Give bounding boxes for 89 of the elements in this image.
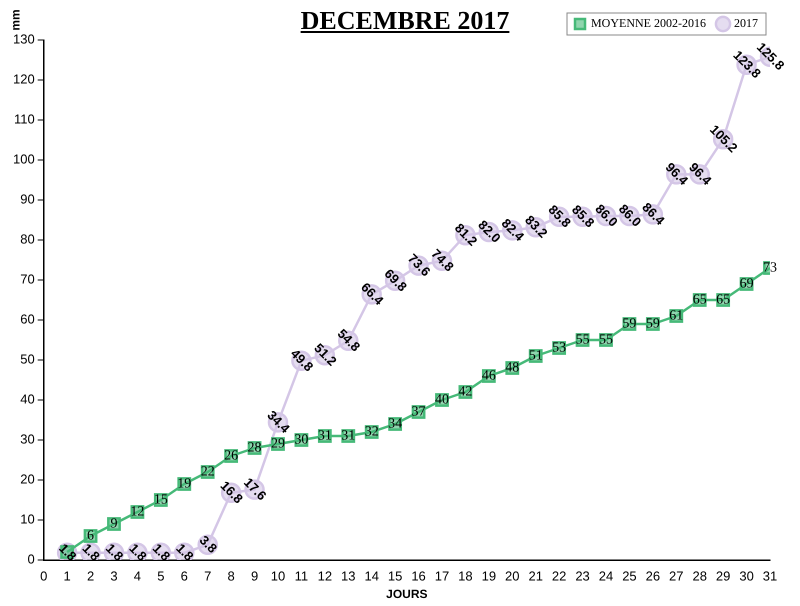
- y-axis-title: mm: [8, 9, 22, 31]
- x-tick-label: 2: [86, 568, 94, 584]
- data-label: 40: [434, 392, 449, 408]
- x-tick-label: 8: [228, 568, 235, 584]
- data-label: 53: [552, 340, 566, 356]
- data-label: 48: [505, 360, 520, 376]
- data-label: 59: [646, 316, 660, 332]
- x-tick-label: 16: [411, 568, 426, 584]
- x-tick-label: 0: [40, 568, 48, 584]
- y-tick-label: 120: [12, 72, 35, 87]
- data-label: 1.8: [126, 540, 150, 564]
- x-tick-label: 25: [622, 568, 637, 584]
- data-label: 19: [177, 476, 192, 492]
- data-label: 9: [110, 516, 118, 532]
- data-label: 29: [270, 436, 285, 452]
- y-tick-label: 60: [20, 312, 35, 327]
- data-label: 15: [154, 492, 168, 508]
- data-label: 31: [318, 428, 332, 444]
- x-tick-label: 11: [294, 568, 308, 584]
- data-label: 65: [716, 292, 730, 308]
- data-label: 1.8: [150, 540, 174, 564]
- data-label: 1.8: [102, 540, 126, 564]
- data-label: 3.8: [196, 532, 220, 556]
- x-tick-label: 3: [110, 568, 118, 584]
- x-tick-label: 24: [598, 568, 614, 584]
- chart-title: DECEMBRE 2017: [300, 6, 510, 36]
- legend-label: MOYENNE 2002-2016: [591, 16, 706, 30]
- x-tick-label: 22: [552, 568, 566, 584]
- x-tick-label: 19: [482, 568, 496, 584]
- y-tick-label: 130: [12, 32, 35, 47]
- data-label: 1.8: [80, 540, 103, 564]
- x-tick-label: 15: [388, 568, 402, 584]
- x-tick-label: 27: [669, 568, 684, 584]
- x-tick-label: 14: [364, 568, 379, 584]
- data-label: 22: [200, 464, 215, 480]
- y-tick-label: 10: [20, 512, 35, 527]
- data-label: 37: [412, 404, 426, 420]
- y-tick-label: 50: [20, 352, 35, 367]
- x-tick-label: 5: [157, 568, 164, 584]
- y-tick-label: 80: [20, 232, 35, 247]
- x-tick-label: 21: [528, 568, 543, 584]
- y-tick-label: 40: [20, 392, 35, 407]
- data-label: 30: [294, 432, 308, 448]
- y-tick-label: 20: [20, 472, 35, 487]
- data-label: 51: [528, 348, 543, 364]
- legend-label: 2017: [734, 16, 758, 30]
- x-tick-label: 20: [505, 568, 520, 584]
- data-label: 12: [130, 504, 144, 520]
- x-tick-label: 30: [739, 568, 754, 584]
- x-tick-label: 9: [250, 568, 258, 584]
- data-label: 46: [482, 368, 496, 384]
- data-label: 55: [598, 332, 613, 348]
- y-tick-label: 70: [20, 272, 35, 287]
- y-tick-label: 90: [20, 192, 35, 207]
- x-tick-label: 1: [64, 568, 71, 584]
- data-label: 86.4: [639, 199, 668, 229]
- data-label: 61: [669, 308, 684, 324]
- y-tick-label: 30: [20, 432, 35, 447]
- x-tick-label: 23: [575, 568, 590, 584]
- y-tick-label: 100: [12, 152, 35, 167]
- y-tick-label: 0: [27, 552, 35, 567]
- x-tick-label: 28: [692, 568, 707, 584]
- x-tick-label: 13: [341, 568, 356, 584]
- data-label: 26: [224, 448, 238, 464]
- data-label: 69: [740, 276, 754, 292]
- x-tick-label: 7: [204, 568, 212, 584]
- x-tick-label: 31: [762, 568, 778, 584]
- data-label: 32: [364, 424, 379, 440]
- data-label: 6: [87, 528, 94, 544]
- data-label: 34.4: [264, 407, 294, 437]
- x-tick-label: 26: [646, 568, 660, 584]
- data-label: 42: [458, 384, 472, 400]
- data-label: 1.8: [56, 540, 80, 564]
- data-label: 59: [622, 316, 636, 332]
- x-tick-label: 12: [318, 568, 332, 584]
- x-tick-label: 10: [270, 568, 286, 584]
- data-label: 55: [576, 332, 590, 348]
- data-label: 65: [692, 292, 707, 308]
- y-tick-label: 110: [14, 112, 35, 127]
- x-tick-label: 18: [458, 568, 473, 584]
- x-tick-label: 6: [180, 568, 188, 584]
- x-tick-label: 29: [716, 568, 730, 584]
- x-axis-title: JOURS: [386, 587, 428, 602]
- data-label: 28: [248, 440, 262, 456]
- x-tick-label: 17: [434, 568, 450, 584]
- x-tick-label: 4: [134, 568, 142, 584]
- data-label: 31: [341, 428, 356, 444]
- data-label: 34: [388, 416, 402, 432]
- data-label: 1.8: [173, 540, 197, 564]
